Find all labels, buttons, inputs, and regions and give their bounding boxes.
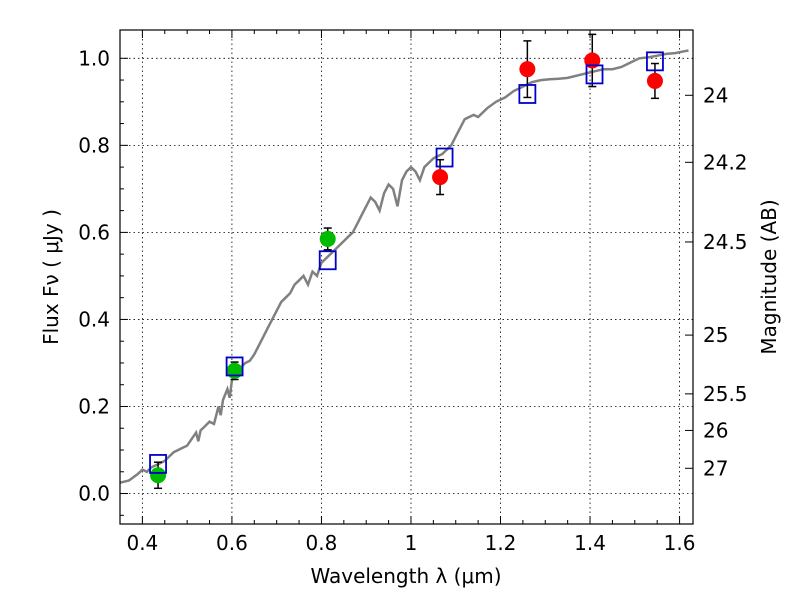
magnitude-tick-label: 24.2 bbox=[703, 150, 748, 174]
observed-data-point bbox=[226, 362, 243, 379]
model-photometry-square bbox=[149, 454, 167, 474]
x-tick-label: 0.6 bbox=[216, 531, 248, 555]
model-photometry-square bbox=[435, 147, 454, 168]
x-tick-label: 0.8 bbox=[306, 531, 338, 555]
magnitude-tick-label: 24 bbox=[703, 83, 728, 107]
y-axis-label: Flux Fν ( μJy ) bbox=[39, 209, 63, 345]
x-tick-label: 1.4 bbox=[574, 531, 606, 555]
y-tick-label: 0.0 bbox=[78, 482, 110, 506]
x-tick-label: 0.4 bbox=[126, 531, 158, 555]
magnitude-tick-label: 27 bbox=[703, 456, 728, 480]
model-photometry-square bbox=[318, 250, 337, 271]
y2-axis-label: Magnitude (AB) bbox=[757, 199, 781, 354]
observed-data-point bbox=[584, 52, 601, 69]
plot-frame bbox=[119, 29, 694, 525]
magnitude-tick-label: 25.5 bbox=[703, 382, 748, 406]
y-tick-label: 1.0 bbox=[78, 46, 110, 70]
model-photometry-square bbox=[585, 64, 604, 85]
spectrum-layer bbox=[119, 49, 689, 484]
observed-data-point bbox=[319, 230, 336, 247]
axes-layer: 0.4 0.6 0.8 1 1.2 1.4 1.6 0.0 0.2 0.4 0.6 0.8 1.0 24 2… bbox=[78, 30, 748, 555]
x-tick-label: 1.2 bbox=[485, 531, 517, 555]
magnitude-tick-label: 25 bbox=[703, 323, 728, 347]
model-photometry-square bbox=[646, 51, 664, 72]
model-photometry-square bbox=[518, 84, 537, 104]
observed-data-point bbox=[150, 467, 167, 484]
model-spectrum-line bbox=[119, 49, 689, 484]
x-tick-label: 1 bbox=[405, 531, 418, 555]
observed-data-point bbox=[519, 61, 536, 78]
y-tick-label: 0.2 bbox=[78, 394, 110, 418]
magnitude-tick-label: 26 bbox=[703, 418, 728, 442]
x-axis-label: Wavelength λ (μm) bbox=[310, 564, 501, 588]
y-tick-label: 0.4 bbox=[78, 307, 110, 331]
observed-data-point bbox=[432, 169, 449, 186]
points-layer bbox=[149, 33, 664, 490]
magnitude-tick-label: 24.5 bbox=[703, 230, 748, 254]
x-tick-label: 1.6 bbox=[664, 531, 696, 555]
y-tick-label: 0.6 bbox=[78, 220, 110, 244]
observed-data-point bbox=[646, 72, 663, 89]
y-tick-label: 0.8 bbox=[78, 133, 110, 157]
grid-layer bbox=[120, 30, 693, 524]
model-photometry-square bbox=[225, 356, 244, 377]
